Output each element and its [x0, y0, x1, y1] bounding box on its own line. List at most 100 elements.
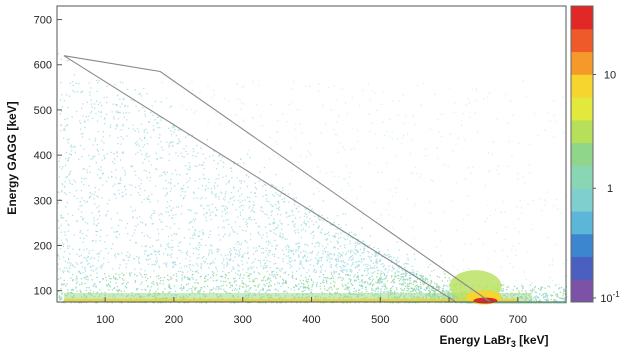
- density-point: [312, 230, 314, 233]
- density-point: [100, 267, 102, 270]
- density-point: [177, 129, 180, 131]
- density-point: [113, 158, 116, 160]
- density-point: [316, 282, 318, 284]
- density-point: [337, 242, 339, 244]
- density-point: [374, 302, 376, 304]
- density-point: [78, 249, 81, 251]
- density-point: [223, 260, 225, 262]
- density-point: [242, 268, 244, 271]
- density-point: [115, 111, 117, 113]
- density-point: [122, 98, 124, 100]
- density-point: [232, 260, 234, 262]
- density-point: [141, 232, 143, 234]
- density-point: [307, 284, 310, 287]
- density-point: [149, 246, 151, 248]
- density-point: [90, 292, 92, 294]
- density-point: [553, 299, 555, 301]
- density-point: [354, 246, 357, 248]
- density-point: [229, 198, 232, 200]
- density-point: [273, 270, 275, 272]
- density-point: [417, 285, 419, 287]
- density-point: [542, 302, 545, 304]
- density-point: [189, 243, 191, 245]
- density-point: [265, 232, 268, 234]
- density-point: [229, 251, 231, 253]
- density-point: [489, 215, 492, 217]
- density-point: [136, 288, 138, 290]
- density-point: [291, 276, 293, 278]
- density-point: [234, 279, 236, 282]
- density-point: [312, 271, 315, 273]
- density-point: [210, 212, 212, 214]
- density-point: [143, 235, 145, 237]
- density-point: [320, 219, 322, 221]
- density-point: [170, 130, 172, 132]
- density-point: [283, 253, 285, 255]
- density-point: [419, 274, 421, 277]
- density-point: [195, 287, 197, 289]
- density-point: [290, 251, 292, 253]
- density-point: [84, 221, 87, 223]
- density-point: [322, 250, 324, 252]
- density-point: [156, 116, 159, 118]
- density-point: [95, 162, 97, 164]
- density-point: [233, 186, 235, 188]
- density-point: [122, 167, 124, 169]
- density-point: [106, 96, 108, 98]
- density-point: [352, 250, 354, 252]
- density-point: [231, 196, 233, 199]
- density-point: [510, 100, 512, 102]
- density-point: [243, 180, 246, 183]
- density-point: [115, 124, 117, 127]
- density-point: [248, 176, 250, 178]
- density-point: [404, 262, 407, 265]
- density-point: [113, 277, 115, 279]
- density-point: [347, 250, 349, 252]
- density-point: [321, 291, 323, 293]
- density-point: [141, 107, 144, 109]
- density-point: [356, 241, 359, 243]
- density-point: [246, 262, 248, 264]
- density-point: [67, 270, 69, 272]
- density-point: [389, 302, 392, 304]
- density-point: [260, 206, 262, 208]
- density-point: [357, 251, 359, 253]
- density-point: [156, 158, 159, 160]
- density-point: [565, 274, 568, 276]
- density-point: [225, 175, 227, 177]
- density-point: [302, 287, 305, 289]
- density-point: [124, 105, 126, 107]
- density-point: [288, 245, 290, 248]
- density-point: [169, 287, 171, 290]
- density-point: [541, 286, 544, 288]
- density-point: [381, 171, 384, 174]
- density-point: [245, 284, 247, 286]
- density-point: [268, 249, 270, 252]
- density-point: [422, 284, 425, 286]
- density-point: [491, 153, 493, 155]
- density-point: [176, 257, 178, 259]
- density-point: [230, 255, 232, 257]
- density-point: [60, 214, 62, 216]
- density-point: [211, 244, 213, 247]
- density-point: [156, 261, 158, 264]
- density-point: [300, 236, 302, 239]
- density-point: [394, 290, 396, 292]
- density-point: [57, 202, 59, 204]
- density-point: [197, 249, 200, 251]
- density-point: [279, 214, 282, 216]
- density-point: [189, 221, 191, 223]
- density-point: [158, 214, 160, 216]
- density-point: [422, 279, 424, 281]
- density-point: [221, 211, 223, 213]
- density-point: [333, 85, 336, 87]
- density-point: [272, 205, 274, 207]
- density-point: [181, 277, 183, 279]
- density-point: [268, 240, 270, 242]
- density-point: [239, 195, 241, 197]
- density-point: [403, 278, 405, 280]
- density-point: [214, 214, 217, 216]
- density-point: [96, 272, 98, 274]
- density-point: [268, 158, 271, 160]
- density-point: [255, 195, 257, 198]
